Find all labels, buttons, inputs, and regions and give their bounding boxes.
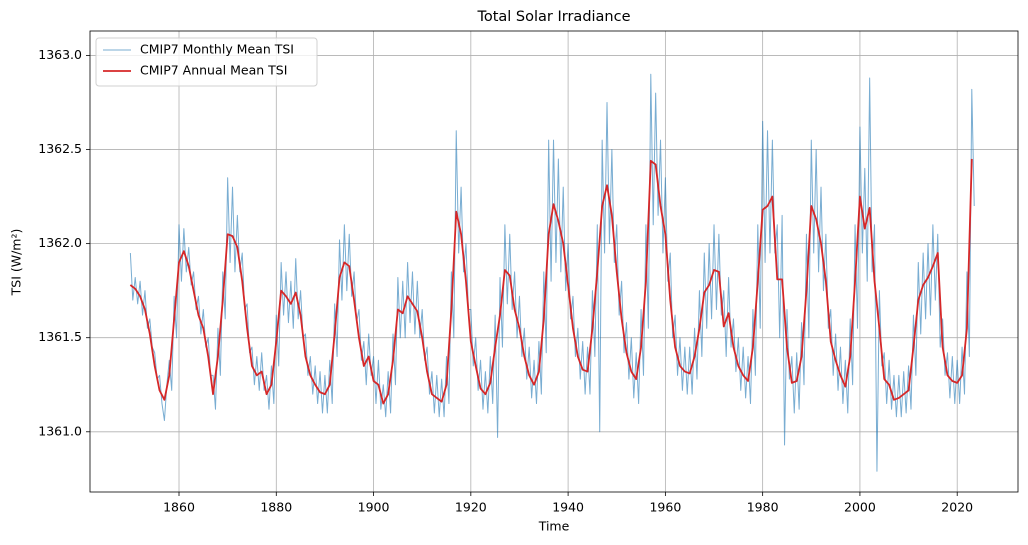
x-tick-label: 1940 — [552, 500, 584, 515]
x-axis-label: Time — [538, 519, 570, 534]
y-tick-label: 1363.0 — [38, 47, 82, 62]
y-tick-label: 1362.0 — [38, 235, 82, 250]
y-tick-label: 1362.5 — [38, 141, 82, 156]
x-tick-label: 1880 — [260, 500, 292, 515]
x-tick-label: 1980 — [747, 500, 779, 515]
series-line — [129, 73, 975, 472]
legend-label: CMIP7 Monthly Mean TSI — [140, 42, 294, 57]
y-tick-label: 1361.0 — [38, 423, 82, 438]
x-tick-label: 2000 — [844, 500, 876, 515]
x-tick-label: 1920 — [455, 500, 487, 515]
x-tick-label: 1900 — [358, 500, 390, 515]
y-axis-label: TSI (W/m²) — [9, 229, 24, 297]
x-tick-label: 1860 — [163, 500, 195, 515]
plot-frame — [89, 30, 1019, 493]
legend: CMIP7 Monthly Mean TSI CMIP7 Annual Mean … — [95, 37, 318, 87]
y-tick-label: 1361.5 — [38, 329, 82, 344]
legend-box — [95, 37, 318, 87]
x-tick-label: 1960 — [649, 500, 681, 515]
legend-label: CMIP7 Annual Mean TSI — [140, 63, 287, 78]
chart-title: Total Solar Irradiance — [476, 9, 630, 25]
series-line — [129, 158, 973, 405]
x-tick-label: 2020 — [941, 500, 973, 515]
